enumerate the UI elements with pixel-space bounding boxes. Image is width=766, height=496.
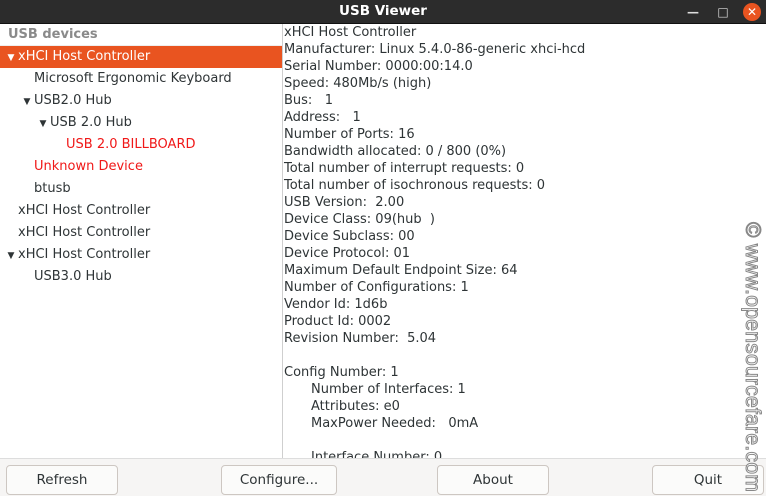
button-bar: Refresh Configure... About Quit bbox=[0, 458, 766, 496]
expander-triangle-icon[interactable]: ▼ bbox=[7, 53, 15, 63]
tree-item[interactable]: ▼ USB2.0 Hub bbox=[0, 90, 282, 112]
detail-line: MaxPower Needed: 0mA bbox=[311, 416, 479, 431]
tree-item[interactable]: USB3.0 Hub bbox=[0, 266, 282, 288]
detail-line: Attributes: e0 bbox=[311, 399, 400, 414]
detail-line: Manufacturer: Linux 5.4.0-86-generic xhc… bbox=[284, 42, 586, 57]
tree-item[interactable]: ▼ xHCI Host Controller bbox=[0, 244, 282, 266]
detail-line: Revision Number: 5.04 bbox=[284, 331, 437, 346]
device-details[interactable]: xHCI Host Controller Manufacturer: Linux … bbox=[283, 24, 766, 458]
tree-item-label: USB 2.0 Hub bbox=[50, 115, 132, 130]
maximize-icon[interactable]: □ bbox=[717, 5, 729, 19]
close-icon[interactable]: ✕ bbox=[743, 3, 761, 21]
tree-item[interactable]: xHCI Host Controller bbox=[0, 200, 282, 222]
tree-item[interactable]: xHCI Host Controller bbox=[0, 222, 282, 244]
device-tree[interactable]: USB devices ▼ xHCI Host Controller Microso… bbox=[0, 24, 283, 458]
detail-line bbox=[283, 432, 766, 449]
detail-line: Interface Number: 0 bbox=[311, 450, 443, 458]
detail-line: Device Subclass: 00 bbox=[284, 229, 415, 244]
tree-item-label: USB 2.0 BILLBOARD bbox=[66, 137, 196, 152]
title-bar: USB Viewer — □ ✕ bbox=[0, 0, 766, 24]
tree-item[interactable]: ▼ USB 2.0 Hub bbox=[0, 112, 282, 134]
tree-item-label: Unknown Device bbox=[34, 159, 143, 174]
tree-item[interactable]: btusb bbox=[0, 178, 282, 200]
tree-item[interactable]: ▼ xHCI Host Controller bbox=[0, 46, 282, 68]
refresh-button[interactable]: Refresh bbox=[6, 465, 118, 495]
tree-item[interactable]: Microsoft Ergonomic Keyboard bbox=[0, 68, 282, 90]
detail-line: Device Class: 09(hub ) bbox=[284, 212, 435, 227]
tree-item[interactable]: Unknown Device bbox=[0, 156, 282, 178]
detail-line: Config Number: 1 bbox=[284, 365, 399, 380]
window-title: USB Viewer bbox=[339, 3, 427, 19]
detail-line: Device Protocol: 01 bbox=[284, 246, 411, 261]
tree-item-label: xHCI Host Controller bbox=[18, 225, 151, 240]
detail-line: Vendor Id: 1d6b bbox=[284, 297, 388, 312]
detail-line: Speed: 480Mb/s (high) bbox=[284, 76, 432, 91]
detail-line: Number of Configurations: 1 bbox=[284, 280, 469, 295]
tree-item-label: USB3.0 Hub bbox=[34, 269, 112, 284]
expander-triangle-icon[interactable]: ▼ bbox=[23, 97, 31, 107]
configure-button[interactable]: Configure... bbox=[221, 465, 337, 495]
detail-line: Maximum Default Endpoint Size: 64 bbox=[284, 263, 518, 278]
quit-button[interactable]: Quit bbox=[652, 465, 764, 495]
tree-item-label: btusb bbox=[34, 181, 71, 196]
minimize-icon[interactable]: — bbox=[687, 5, 699, 19]
detail-line: Total number of interrupt requests: 0 bbox=[284, 161, 525, 176]
detail-line bbox=[283, 347, 766, 364]
tree-item[interactable]: USB 2.0 BILLBOARD bbox=[0, 134, 282, 156]
detail-line: Address: 1 bbox=[284, 110, 361, 125]
detail-line: USB Version: 2.00 bbox=[284, 195, 405, 210]
detail-line: Number of Ports: 16 bbox=[284, 127, 415, 142]
expander-triangle-icon[interactable]: ▼ bbox=[39, 119, 47, 129]
detail-line: xHCI Host Controller bbox=[284, 25, 417, 40]
detail-line: Product Id: 0002 bbox=[284, 314, 392, 329]
detail-line: Bandwidth allocated: 0 / 800 (0%) bbox=[284, 144, 507, 159]
watermark: © www.opensourcefare.com bbox=[741, 222, 765, 493]
tree-item-label: xHCI Host Controller bbox=[18, 49, 151, 64]
detail-line: Total number of isochronous requests: 0 bbox=[284, 178, 546, 193]
detail-line: Serial Number: 0000:00:14.0 bbox=[284, 59, 473, 74]
tree-item-label: xHCI Host Controller bbox=[18, 203, 151, 218]
tree-item-label: Microsoft Ergonomic Keyboard bbox=[34, 71, 232, 86]
tree-item-label: xHCI Host Controller bbox=[18, 247, 151, 262]
tree-header[interactable]: USB devices bbox=[0, 24, 282, 46]
detail-line: Bus: 1 bbox=[284, 93, 333, 108]
expander-triangle-icon[interactable]: ▼ bbox=[7, 251, 15, 261]
detail-line: Number of Interfaces: 1 bbox=[311, 382, 466, 397]
about-button[interactable]: About bbox=[437, 465, 549, 495]
tree-item-label: USB2.0 Hub bbox=[34, 93, 112, 108]
